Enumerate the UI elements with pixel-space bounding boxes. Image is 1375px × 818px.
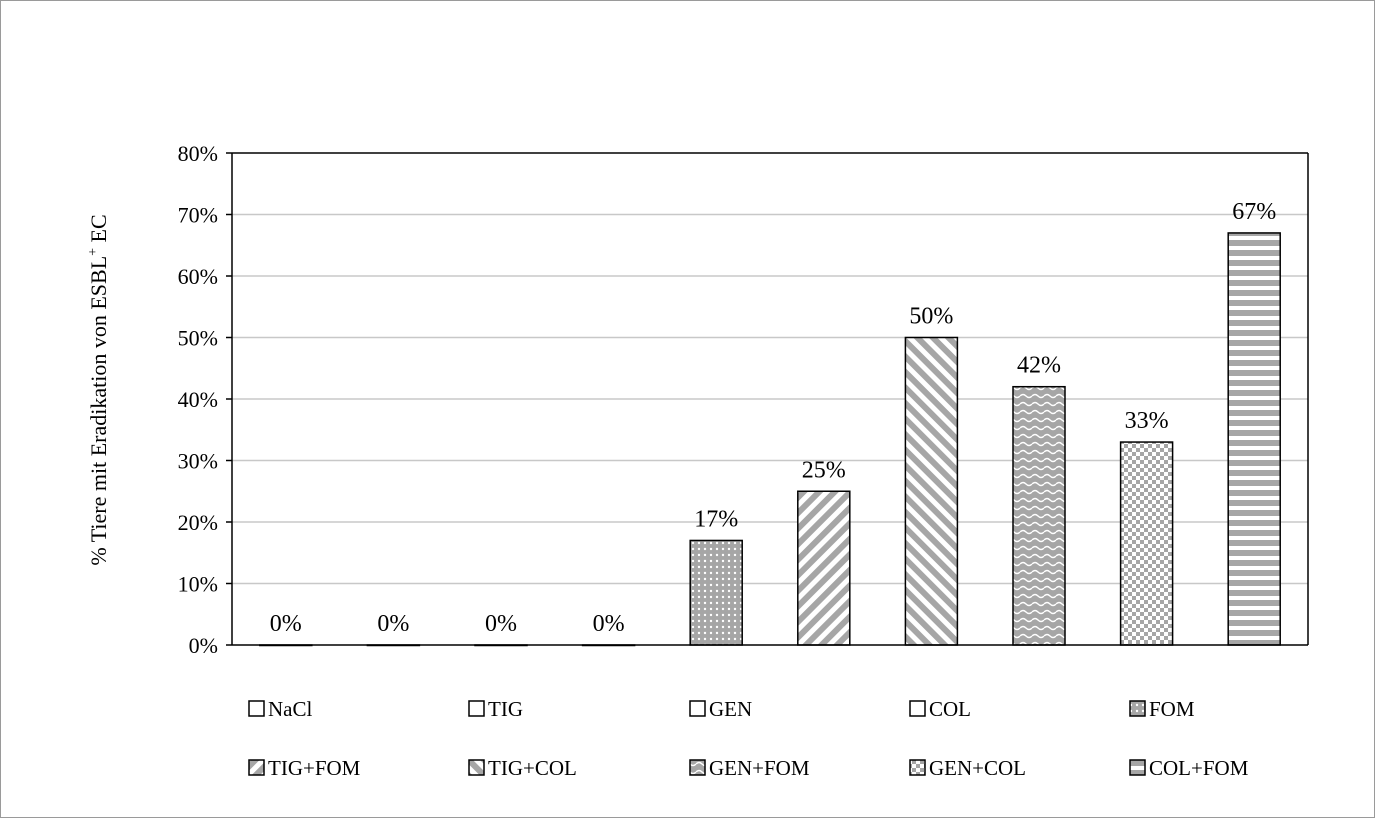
- y-axis-title: % Tiere mit Eradikation von ESBL+ EC: [86, 214, 111, 565]
- y-tick-label: 40%: [178, 387, 218, 412]
- legend-item: FOM: [1129, 697, 1195, 721]
- y-tick-label: 50%: [178, 326, 218, 351]
- legend-swatch: [1129, 700, 1146, 717]
- legend-label: NaCl: [268, 697, 312, 721]
- data-label: 42%: [1017, 353, 1061, 379]
- bar-gen-fom: [1012, 385, 1066, 646]
- y-tick-label: 20%: [178, 510, 218, 535]
- legend-swatch: [909, 700, 926, 717]
- legend-label: TIG: [488, 697, 523, 721]
- legend: NaCl TIG GEN COL FOM TIG+FOM TIG+COL GEN+FOM GEN…: [248, 697, 1249, 780]
- data-labels: 0% 0% 0% 0% 17% 25% 50% 42% 33% 67%: [270, 199, 1276, 637]
- y-axis-ticks: 0% 10% 20% 30% 40% 50% 60% 70% 80%: [178, 141, 218, 658]
- legend-item: GEN: [689, 697, 752, 721]
- axes: [226, 152, 1309, 646]
- legend-label: GEN: [709, 697, 752, 721]
- legend-label: COL+FOM: [1149, 756, 1249, 780]
- data-label: 0%: [270, 611, 302, 637]
- bar-fom: [689, 539, 743, 646]
- legend-swatch: [248, 700, 265, 717]
- data-label: 67%: [1232, 199, 1276, 225]
- y-tick-label: 70%: [178, 203, 218, 228]
- legend-item: GEN+FOM: [689, 756, 810, 780]
- legend-swatch: [689, 759, 706, 776]
- y-tick-label: 80%: [178, 141, 218, 166]
- bar-gen-col: [1119, 441, 1174, 646]
- bars: [259, 232, 1281, 647]
- legend-label: GEN+COL: [929, 756, 1026, 780]
- y-tick-label: 10%: [178, 572, 218, 597]
- bar-tig-col: [904, 336, 959, 646]
- data-label: 50%: [909, 304, 953, 330]
- legend-swatch: [1129, 759, 1146, 776]
- legend-label: TIG+COL: [488, 756, 577, 780]
- legend-item: NaCl: [248, 697, 312, 721]
- bar-tig-fom: [797, 490, 851, 646]
- legend-label: GEN+FOM: [709, 756, 810, 780]
- data-label: 33%: [1125, 408, 1169, 434]
- legend-label: TIG+FOM: [268, 756, 361, 780]
- legend-label: COL: [929, 697, 971, 721]
- data-label: 0%: [593, 611, 625, 637]
- legend-item: TIG: [468, 697, 523, 721]
- bar-col-fom: [1227, 232, 1281, 646]
- y-tick-label: 60%: [178, 264, 218, 289]
- y-tick-label: 30%: [178, 449, 218, 474]
- data-label: 25%: [802, 457, 846, 483]
- legend-item: TIG+FOM: [248, 756, 361, 780]
- legend-swatch: [468, 700, 485, 717]
- data-label: 0%: [485, 611, 517, 637]
- legend-swatch: [468, 759, 485, 776]
- legend-item: COL+FOM: [1129, 756, 1249, 780]
- legend-swatch: [248, 759, 265, 776]
- y-tick-label: 0%: [189, 633, 218, 658]
- legend-item: COL: [909, 697, 971, 721]
- legend-swatch: [689, 700, 706, 717]
- legend-label: FOM: [1149, 697, 1195, 721]
- legend-item: TIG+COL: [468, 756, 577, 780]
- legend-item: GEN+COL: [909, 756, 1026, 780]
- data-label: 17%: [694, 506, 738, 532]
- legend-swatch: [909, 759, 926, 776]
- data-label: 0%: [377, 611, 409, 637]
